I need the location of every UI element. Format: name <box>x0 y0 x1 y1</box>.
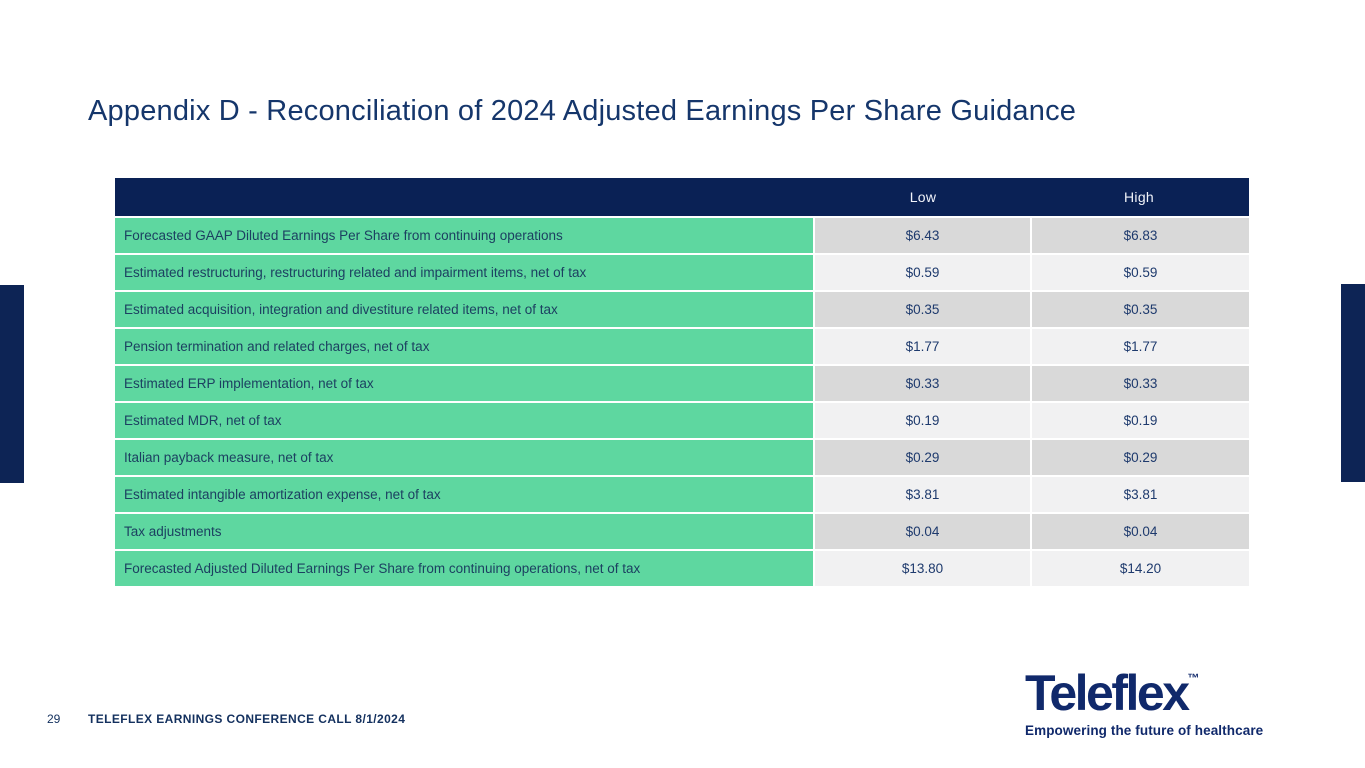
teleflex-logo-tagline: Empowering the future of healthcare <box>1025 723 1264 738</box>
slide-footer-caption: TELEFLEX EARNINGS CONFERENCE CALL 8/1/20… <box>88 712 406 726</box>
column-header-high: High <box>1124 189 1154 205</box>
row-high-value: $0.33 <box>1032 366 1249 401</box>
table-row: Tax adjustments $0.04 $0.04 <box>115 514 1249 549</box>
row-high-value: $0.59 <box>1032 255 1249 290</box>
row-label: Estimated acquisition, integration and d… <box>115 292 813 327</box>
row-high-value: $1.77 <box>1032 329 1249 364</box>
row-label: Pension termination and related charges,… <box>115 329 813 364</box>
row-low-value: $0.19 <box>815 403 1030 438</box>
row-label: Italian payback measure, net of tax <box>115 440 813 475</box>
row-high-value: $0.35 <box>1032 292 1249 327</box>
table-row: Estimated acquisition, integration and d… <box>115 292 1249 327</box>
table-header-row: Low High <box>115 178 1249 216</box>
row-label: Estimated restructuring, restructuring r… <box>115 255 813 290</box>
eps-reconciliation-table: Low High Forecasted GAAP Diluted Earning… <box>115 178 1249 588</box>
column-header-low: Low <box>909 189 937 205</box>
table-row: Estimated ERP implementation, net of tax… <box>115 366 1249 401</box>
page-title: Appendix D - Reconciliation of 2024 Adju… <box>88 95 1077 127</box>
row-high-value: $0.04 <box>1032 514 1249 549</box>
table-row: Forecasted GAAP Diluted Earnings Per Sha… <box>115 218 1249 253</box>
row-label: Estimated MDR, net of tax <box>115 403 813 438</box>
row-low-value: $1.77 <box>815 329 1030 364</box>
row-high-value: $6.83 <box>1032 218 1249 253</box>
row-label: Estimated ERP implementation, net of tax <box>115 366 813 401</box>
table-row: Italian payback measure, net of tax $0.2… <box>115 440 1249 475</box>
table-row: Pension termination and related charges,… <box>115 329 1249 364</box>
row-low-value: $0.33 <box>815 366 1030 401</box>
row-label: Forecasted GAAP Diluted Earnings Per Sha… <box>115 218 813 253</box>
table-row: Estimated MDR, net of tax $0.19 $0.19 <box>115 403 1249 438</box>
left-accent-bar <box>0 285 24 483</box>
logo-brand-text: Teleflex <box>1025 665 1190 721</box>
row-low-value: $6.43 <box>815 218 1030 253</box>
row-low-value: $0.29 <box>815 440 1030 475</box>
row-high-value: $3.81 <box>1032 477 1249 512</box>
slide-page-number: 29 <box>47 712 61 726</box>
row-label: Estimated intangible amortization expens… <box>115 477 813 512</box>
row-high-value: $14.20 <box>1032 551 1249 586</box>
row-low-value: $0.59 <box>815 255 1030 290</box>
row-low-value: $0.04 <box>815 514 1030 549</box>
teleflex-logo-wordmark: Teleflex™ <box>1025 652 1325 719</box>
row-low-value: $13.80 <box>815 551 1030 586</box>
table-row: Estimated intangible amortization expens… <box>115 477 1249 512</box>
table-row: Forecasted Adjusted Diluted Earnings Per… <box>115 551 1249 586</box>
trademark-symbol: ™ <box>1187 671 1200 685</box>
row-low-value: $0.35 <box>815 292 1030 327</box>
row-low-value: $3.81 <box>815 477 1030 512</box>
table-row: Estimated restructuring, restructuring r… <box>115 255 1249 290</box>
row-high-value: $0.29 <box>1032 440 1249 475</box>
row-label: Forecasted Adjusted Diluted Earnings Per… <box>115 551 813 586</box>
row-high-value: $0.19 <box>1032 403 1249 438</box>
row-label: Tax adjustments <box>115 514 813 549</box>
teleflex-logo: Teleflex™ Empowering the future of healt… <box>1025 652 1325 738</box>
right-accent-bar <box>1341 284 1365 482</box>
